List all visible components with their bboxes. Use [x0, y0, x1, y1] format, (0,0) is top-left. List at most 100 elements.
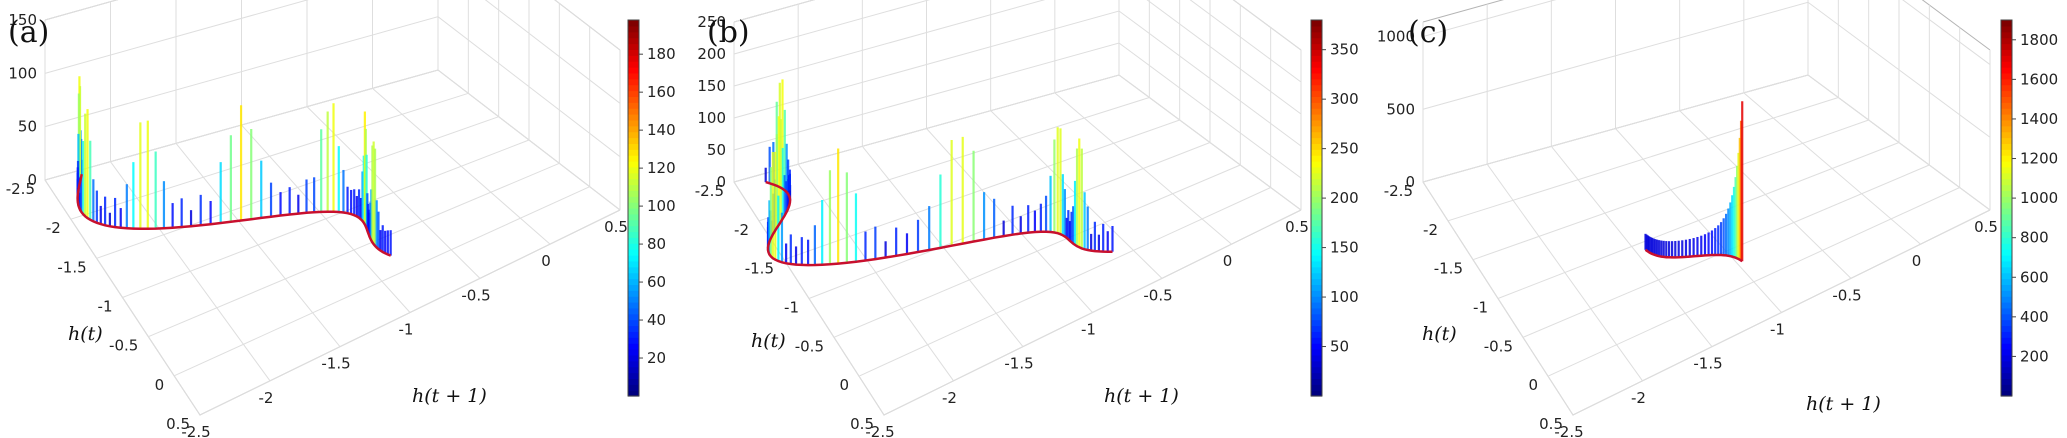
- colorbar-segment: [628, 354, 639, 362]
- colorbar-segment: [2001, 360, 2012, 368]
- colorbar-segment: [2001, 96, 2012, 103]
- y-tick-label: 0.5: [1974, 218, 1998, 236]
- colorbar-segment: [628, 90, 639, 97]
- floor-front-edge: [44, 179, 621, 416]
- floor-back-edge: [733, 74, 1302, 211]
- colorbar-segment: [628, 72, 639, 80]
- x-axis-label: h(t): [68, 323, 103, 345]
- colorbar-segment: [628, 213, 639, 221]
- colorbar-segment: [2001, 143, 2012, 150]
- colorbar-segment: [1311, 137, 1322, 144]
- return-map-curve: [76, 173, 392, 257]
- colorbar-segment: [1311, 131, 1322, 139]
- colorbar-segment: [1311, 231, 1322, 238]
- colorbar-segment: [2001, 384, 2012, 391]
- colorbar-segment: [628, 366, 639, 374]
- wall-top-edge: [44, 0, 621, 51]
- y-tick-label: -1: [399, 321, 414, 339]
- colorbar-segment: [628, 266, 639, 274]
- colorbar-segment: [2001, 243, 2012, 250]
- colorbar-segment: [1311, 219, 1322, 227]
- colorbar-segment: [2001, 237, 2012, 244]
- wall-grid-line: [1422, 74, 1991, 211]
- panel-b: 0 50 100 150 200 250 -2.5 -2 -1.5 -1 -0.5 0 0.5 -2.5-…: [689, 0, 1378, 438]
- colorbar-segment: [1311, 313, 1322, 321]
- panel-label: (c): [1408, 15, 1448, 50]
- chart-a: 050100150-2.5-2-1.5-1-0.500.5-2.5-2-1.5-…: [6, 0, 676, 438]
- x-tick-label: 0: [1528, 376, 1538, 394]
- colorbar-segment: [628, 55, 639, 62]
- colorbar-segment: [1311, 102, 1322, 109]
- colorbar-tick-label: 350: [1330, 41, 1359, 59]
- colorbar-segment: [628, 166, 639, 174]
- colorbar-tick-label: 400: [2020, 308, 2049, 326]
- colorbar-segment: [628, 231, 639, 238]
- colorbar-segment: [2001, 249, 2012, 256]
- y-tick-label: 0: [541, 252, 551, 270]
- floor-grid-line: [199, 209, 621, 416]
- colorbar-segment: [2001, 125, 2012, 133]
- colorbar-segment: [628, 61, 639, 68]
- colorbar-segment: [2001, 366, 2012, 374]
- colorbar-segment: [628, 249, 639, 256]
- colorbar-segment: [628, 114, 639, 121]
- colorbar-segment: [1311, 143, 1322, 150]
- x-tick-label: -2: [1423, 221, 1438, 239]
- colorbar-segment: [628, 108, 639, 115]
- colorbar-segment: [628, 260, 639, 268]
- x-tick-label: -1: [98, 298, 113, 316]
- colorbar-segment: [2001, 178, 2012, 186]
- z-tick-label: 500: [1386, 100, 1415, 118]
- x-tick-label: 0.5: [1539, 415, 1563, 433]
- colorbar-segment: [2001, 337, 2012, 344]
- colorbar-segment: [628, 319, 639, 327]
- wall-grid-line: [733, 42, 1302, 179]
- colorbar-segment: [1311, 90, 1322, 97]
- colorbar-segment: [628, 390, 639, 397]
- x-tick-label: -2: [734, 221, 749, 239]
- colorbar-segment: [2001, 225, 2012, 233]
- y-tick-label: -1.5: [1693, 355, 1722, 373]
- colorbar-segment: [2001, 55, 2012, 62]
- colorbar-segment: [2001, 196, 2012, 203]
- z-tick-label: 250: [697, 13, 726, 31]
- y-tick-label: 0.5: [1285, 218, 1309, 236]
- colorbar-segment: [2001, 190, 2012, 197]
- colorbar-segment: [1311, 72, 1322, 80]
- floor-grid-line: [883, 209, 1302, 416]
- z-tick-label: 150: [8, 11, 37, 29]
- floor-grid-line: [808, 142, 1211, 299]
- colorbar-tick-label: 50: [1330, 338, 1349, 356]
- z-tick-label: 100: [697, 109, 726, 127]
- colorbar-segment: [2001, 331, 2012, 338]
- colorbar-segment: [2001, 290, 2012, 297]
- colorbar-segment: [2001, 219, 2012, 227]
- colorbar-segment: [2001, 255, 2012, 262]
- wall-grid-line: [733, 74, 1302, 211]
- colorbar-segment: [628, 272, 639, 280]
- colorbar-segment: [1311, 172, 1322, 180]
- y-tick-label: 0: [1912, 252, 1922, 270]
- colorbar-segment: [628, 360, 639, 368]
- wall-grid-line: [733, 0, 1302, 83]
- colorbar-segment: [2001, 313, 2012, 321]
- floor-grid-line: [833, 164, 1241, 338]
- colorbar-segment: [2001, 108, 2012, 115]
- colorbar-segment: [1311, 108, 1322, 115]
- colorbar-segment: [2001, 37, 2012, 45]
- colorbar-tick-label: 1800: [2020, 31, 2058, 49]
- colorbar-segment: [628, 125, 639, 133]
- x-tick-label: -1: [784, 299, 799, 317]
- colorbar-segment: [2001, 155, 2012, 162]
- colorbar-segment: [1311, 84, 1322, 92]
- colorbar-segment: [2001, 260, 2012, 268]
- colorbar-segment: [628, 243, 639, 250]
- colorbar-segment: [1311, 319, 1322, 327]
- colorbar-segment: [1311, 61, 1322, 68]
- colorbar-segment: [1311, 378, 1322, 385]
- y-axis-label: h(t + 1): [412, 385, 487, 407]
- colorbar-tick-label: 100: [647, 197, 676, 215]
- floor-grid-line: [372, 87, 551, 245]
- x-axis-label: h(t): [751, 330, 786, 352]
- colorbar-segment: [1311, 325, 1322, 332]
